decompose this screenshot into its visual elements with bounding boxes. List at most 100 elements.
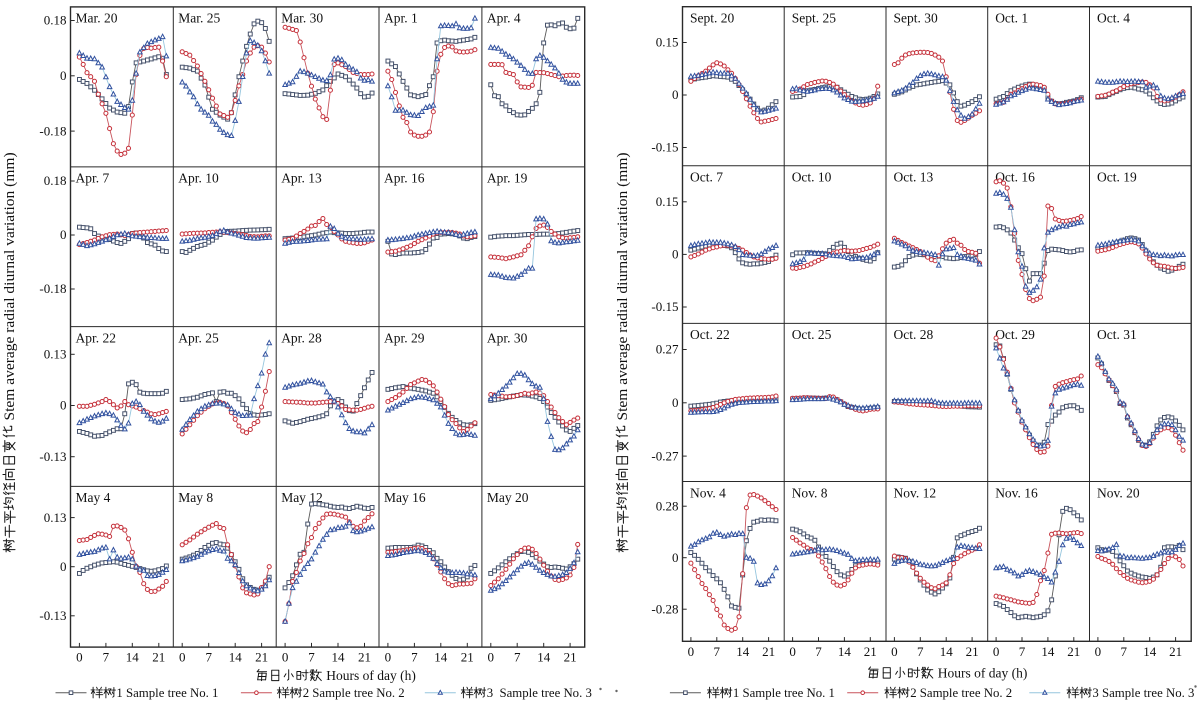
svg-text:Sept. 30: Sept. 30 <box>894 11 939 26</box>
svg-text:7: 7 <box>411 650 418 665</box>
svg-text:-0.18: -0.18 <box>39 281 66 296</box>
svg-text:0: 0 <box>672 87 679 102</box>
svg-text:1 Sample tree No. 1: 1 Sample tree No. 1 <box>733 686 835 700</box>
svg-text:0.28: 0.28 <box>656 498 679 513</box>
svg-text:Oct. 16: Oct. 16 <box>995 170 1035 185</box>
svg-text:7: 7 <box>714 644 721 659</box>
svg-text:-0.28: -0.28 <box>651 601 678 616</box>
svg-text:-0.13: -0.13 <box>39 608 66 623</box>
svg-text:0: 0 <box>60 559 67 574</box>
svg-text:Oct. 29: Oct. 29 <box>995 327 1035 342</box>
svg-text:May 16: May 16 <box>384 490 426 505</box>
svg-text:Apr. 4: Apr. 4 <box>487 11 521 26</box>
svg-text:Oct. 31: Oct. 31 <box>1097 327 1137 342</box>
svg-text:Mar. 25: Mar. 25 <box>178 11 220 26</box>
svg-text:Mar. 30: Mar. 30 <box>281 11 323 26</box>
svg-text:0.13: 0.13 <box>44 347 67 362</box>
svg-text:0: 0 <box>672 550 679 565</box>
svg-text:3 Sample tree No. 3: 3 Sample tree No. 3 <box>487 686 592 700</box>
svg-text:21: 21 <box>255 650 268 665</box>
svg-text:21: 21 <box>461 650 474 665</box>
svg-text:Apr. 22: Apr. 22 <box>76 330 117 345</box>
svg-text:0: 0 <box>76 650 83 665</box>
svg-text:Apr. 13: Apr. 13 <box>281 171 322 186</box>
svg-text:3 Sample tree No. 3: 3 Sample tree No. 3 <box>1092 686 1194 700</box>
svg-text:0.13: 0.13 <box>44 510 67 525</box>
svg-text:21: 21 <box>564 650 577 665</box>
svg-text:Oct. 10: Oct. 10 <box>792 170 832 185</box>
svg-text:14: 14 <box>1143 644 1157 659</box>
svg-text:Oct. 28: Oct. 28 <box>894 327 934 342</box>
svg-text:21: 21 <box>1067 644 1080 659</box>
svg-text:21: 21 <box>358 650 371 665</box>
svg-text:7: 7 <box>815 644 822 659</box>
svg-text:0: 0 <box>282 650 289 665</box>
svg-text:-0.15: -0.15 <box>651 140 678 155</box>
svg-text:14: 14 <box>1041 644 1055 659</box>
svg-text:Nov. 12: Nov. 12 <box>894 485 937 500</box>
svg-text:Apr. 29: Apr. 29 <box>384 330 425 345</box>
svg-text:Apr. 25: Apr. 25 <box>178 330 219 345</box>
svg-text:2 Sample tree No. 2: 2 Sample tree No. 2 <box>303 686 405 700</box>
svg-text:7: 7 <box>103 650 110 665</box>
svg-text:7: 7 <box>1121 644 1128 659</box>
svg-text:7: 7 <box>514 650 521 665</box>
svg-text:Oct. 22: Oct. 22 <box>690 327 730 342</box>
svg-text:0: 0 <box>60 68 67 83</box>
svg-text:14: 14 <box>838 644 852 659</box>
svg-text:7: 7 <box>308 650 315 665</box>
svg-text:0: 0 <box>672 395 679 410</box>
svg-text:0.27: 0.27 <box>656 342 679 357</box>
svg-text:Apr. 16: Apr. 16 <box>384 171 425 186</box>
svg-text:-0.18: -0.18 <box>39 123 66 138</box>
svg-text:-0.15: -0.15 <box>651 299 678 314</box>
svg-text:0: 0 <box>993 644 1000 659</box>
svg-text:0: 0 <box>789 644 796 659</box>
svg-text:21: 21 <box>864 644 877 659</box>
svg-text:Oct. 1: Oct. 1 <box>995 11 1028 26</box>
svg-text:Apr. 10: Apr. 10 <box>178 171 219 186</box>
svg-text:Nov. 20: Nov. 20 <box>1097 485 1140 500</box>
svg-text:May 4: May 4 <box>76 490 111 505</box>
svg-text:Apr. 19: Apr. 19 <box>487 171 528 186</box>
svg-text:7: 7 <box>917 644 924 659</box>
svg-text:Sept. 20: Sept. 20 <box>690 11 735 26</box>
svg-text:Oct. 13: Oct. 13 <box>894 170 934 185</box>
svg-text:14: 14 <box>537 650 551 665</box>
svg-text:May 12: May 12 <box>281 490 323 505</box>
svg-text:Apr. 30: Apr. 30 <box>487 330 528 345</box>
svg-text:21: 21 <box>152 650 165 665</box>
svg-text:0: 0 <box>179 650 186 665</box>
svg-text:0: 0 <box>1095 644 1102 659</box>
svg-text:21: 21 <box>966 644 979 659</box>
svg-text:Stem average radial diurnal va: Stem average radial diurnal variation (m… <box>615 152 631 424</box>
svg-text:14: 14 <box>736 644 750 659</box>
svg-text:Oct. 25: Oct. 25 <box>792 327 832 342</box>
svg-text:0.18: 0.18 <box>44 173 67 188</box>
svg-text:Apr. 7: Apr. 7 <box>76 171 110 186</box>
svg-text:Sept. 25: Sept. 25 <box>792 11 837 26</box>
svg-text:0: 0 <box>60 227 67 242</box>
svg-text:Oct. 7: Oct. 7 <box>690 170 723 185</box>
svg-text:14: 14 <box>332 650 346 665</box>
svg-text:7: 7 <box>1019 644 1026 659</box>
svg-text:Stem average radial diurnal va: Stem average radial diurnal variation (m… <box>2 152 18 424</box>
svg-text:May 20: May 20 <box>487 490 529 505</box>
svg-text:0.15: 0.15 <box>656 35 679 50</box>
svg-text:May 8: May 8 <box>178 490 213 505</box>
svg-text:14: 14 <box>940 644 954 659</box>
svg-text:21: 21 <box>762 644 775 659</box>
svg-text:0.18: 0.18 <box>44 13 67 28</box>
svg-text:0: 0 <box>488 650 495 665</box>
svg-text:0: 0 <box>385 650 392 665</box>
svg-text:0: 0 <box>891 644 898 659</box>
svg-text:Mar. 20: Mar. 20 <box>76 11 118 26</box>
svg-text:Oct. 4: Oct. 4 <box>1097 11 1130 26</box>
svg-text:0: 0 <box>688 644 695 659</box>
svg-text:2 Sample tree No. 2: 2 Sample tree No. 2 <box>910 686 1012 700</box>
svg-text:0: 0 <box>672 247 679 262</box>
svg-text:0: 0 <box>60 398 67 413</box>
svg-text:Hours of day (h): Hours of day (h) <box>323 668 416 683</box>
svg-text:1 Sample tree No. 1: 1 Sample tree No. 1 <box>116 686 218 700</box>
svg-text:-0.13: -0.13 <box>39 449 66 464</box>
